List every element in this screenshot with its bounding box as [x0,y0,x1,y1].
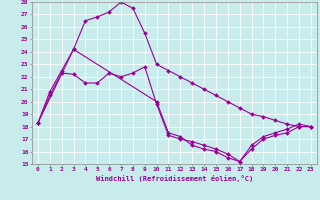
X-axis label: Windchill (Refroidissement éolien,°C): Windchill (Refroidissement éolien,°C) [96,175,253,182]
